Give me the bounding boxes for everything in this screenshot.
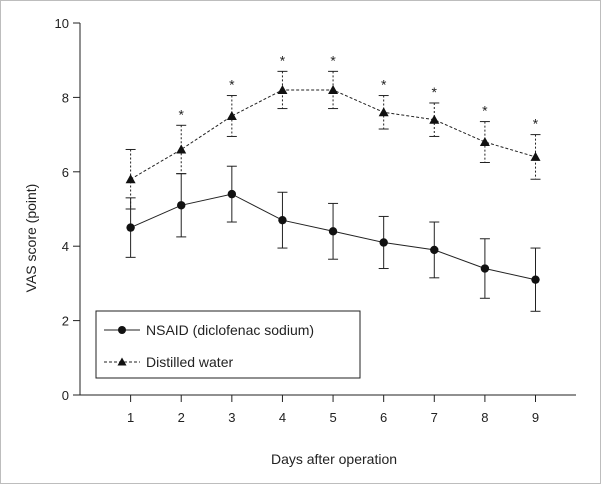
x-tick-label: 2 [178,410,185,425]
y-tick-label: 8 [62,90,69,105]
y-tick-label: 4 [62,239,69,254]
significance-star: * [280,52,286,68]
legend-water-label: Distilled water [146,354,233,370]
series-nsaid [125,165,541,312]
x-tick-label: 4 [279,410,286,425]
data-point [277,84,288,94]
legend: NSAID (diclofenac sodium) Distilled wate… [95,310,361,379]
data-point [278,215,287,225]
legend-water-marker [117,357,127,366]
significance-markers: * * * * * * * * [178,52,538,131]
y-tick-label: 2 [62,314,69,329]
series-layer [125,70,541,312]
x-tick-label: 1 [127,410,134,425]
x-tick-label: 3 [228,410,235,425]
x-tick-label: 7 [431,410,438,425]
axes [79,23,576,396]
significance-star: * [432,84,438,100]
significance-star: * [330,52,336,68]
data-point [530,151,541,161]
data-point [378,107,389,117]
significance-star: * [381,77,387,93]
legend-nsaid-label: NSAID (diclofenac sodium) [146,322,314,338]
data-point [328,227,338,236]
significance-star: * [229,77,235,93]
data-point [126,223,135,232]
data-point [531,275,540,284]
y-tick-label: 0 [62,388,69,403]
data-point [176,144,187,154]
y-tick-label: 6 [62,165,69,180]
x-tick-label: 6 [380,410,387,425]
x-tick-label: 9 [532,410,539,425]
legend-nsaid-marker [118,326,126,334]
series-distilled-water [125,70,541,210]
data-point [479,137,490,147]
x-tick-label: 8 [481,410,488,425]
y-axis-title: VAS score (point) [23,184,39,293]
x-tick-label: 5 [329,410,336,425]
data-point [430,245,439,255]
x-axis-title: Days after operation [271,451,397,467]
y-tick-label: 10 [55,16,69,31]
significance-star: * [482,103,488,119]
data-point [177,201,186,210]
data-point [227,189,237,199]
significance-star: * [178,106,184,122]
data-point [379,238,388,247]
data-point [480,264,490,273]
legend-box [95,310,361,379]
data-point [429,114,440,124]
data-point [125,174,136,184]
data-point [226,111,237,120]
data-point [328,84,339,94]
significance-star: * [533,116,539,132]
